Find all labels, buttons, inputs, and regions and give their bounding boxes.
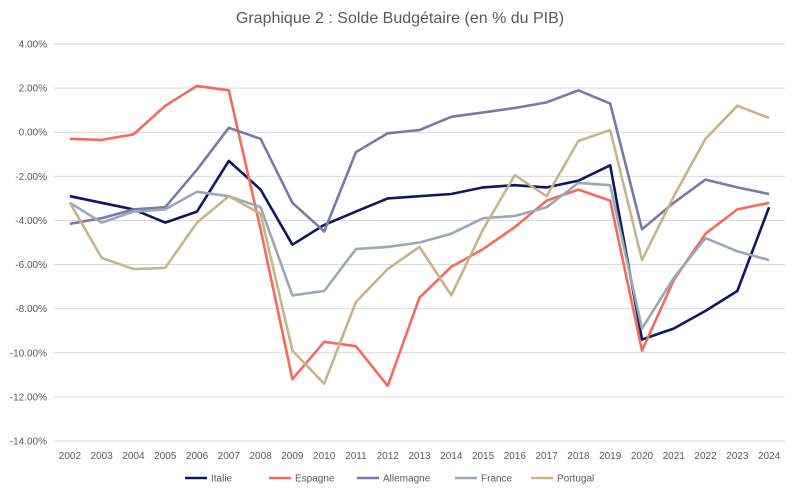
y-tick-label: -4.00%	[15, 216, 47, 227]
x-tick-label: 2007	[218, 451, 241, 462]
x-tick-label: 2004	[122, 451, 145, 462]
series-line-italie	[69, 159, 771, 341]
legend-label-portugal: Portugal	[557, 474, 594, 485]
series-line-france	[69, 181, 770, 330]
x-tick-label: 2006	[186, 451, 209, 462]
x-tick-label: 2024	[758, 451, 781, 462]
x-tick-label: 2018	[567, 451, 590, 462]
x-tick-label: 2003	[91, 451, 114, 462]
x-tick-label: 2021	[663, 451, 686, 462]
x-tick-label: 2019	[599, 451, 622, 462]
x-tick-label: 2017	[536, 451, 559, 462]
series-line-allemagne	[69, 89, 770, 233]
series-line-espagne	[69, 84, 770, 388]
x-tick-label: 2013	[408, 451, 431, 462]
y-tick-label: -6.00%	[15, 260, 47, 271]
y-tick-label: -10.00%	[10, 348, 47, 359]
y-tick-label: -12.00%	[10, 392, 47, 403]
legend-label-espagne: Espagne	[295, 474, 335, 485]
x-tick-label: 2011	[345, 451, 367, 462]
x-tick-label: 2010	[313, 451, 336, 462]
y-tick-label: 2.00%	[19, 84, 47, 95]
chart-title: Graphique 2 : Solde Budgétaire (en % du …	[235, 10, 565, 27]
x-tick-label: 2008	[249, 451, 272, 462]
x-tick-label: 2005	[154, 451, 177, 462]
legend-label-france: France	[481, 474, 513, 485]
x-tick-label: 2023	[726, 451, 749, 462]
y-tick-label: 0.00%	[19, 128, 47, 139]
x-tick-label: 2009	[281, 451, 304, 462]
x-tick-label: 2022	[694, 451, 717, 462]
y-tick-label: -8.00%	[15, 304, 47, 315]
x-tick-label: 2002	[59, 451, 82, 462]
x-tick-label: 2012	[377, 451, 400, 462]
x-tick-label: 2016	[504, 451, 527, 462]
legend-label-allemagne: Allemagne	[383, 474, 431, 485]
x-tick-label: 2015	[472, 451, 495, 462]
y-tick-label: -14.00%	[10, 437, 47, 448]
y-tick-label: 4.00%	[19, 40, 47, 51]
legend-label-italie: Italie	[211, 474, 233, 485]
x-tick-label: 2020	[631, 451, 654, 462]
x-tick-label: 2014	[440, 451, 463, 462]
y-tick-label: -2.00%	[15, 172, 47, 183]
series-line-portugal	[68, 104, 770, 386]
